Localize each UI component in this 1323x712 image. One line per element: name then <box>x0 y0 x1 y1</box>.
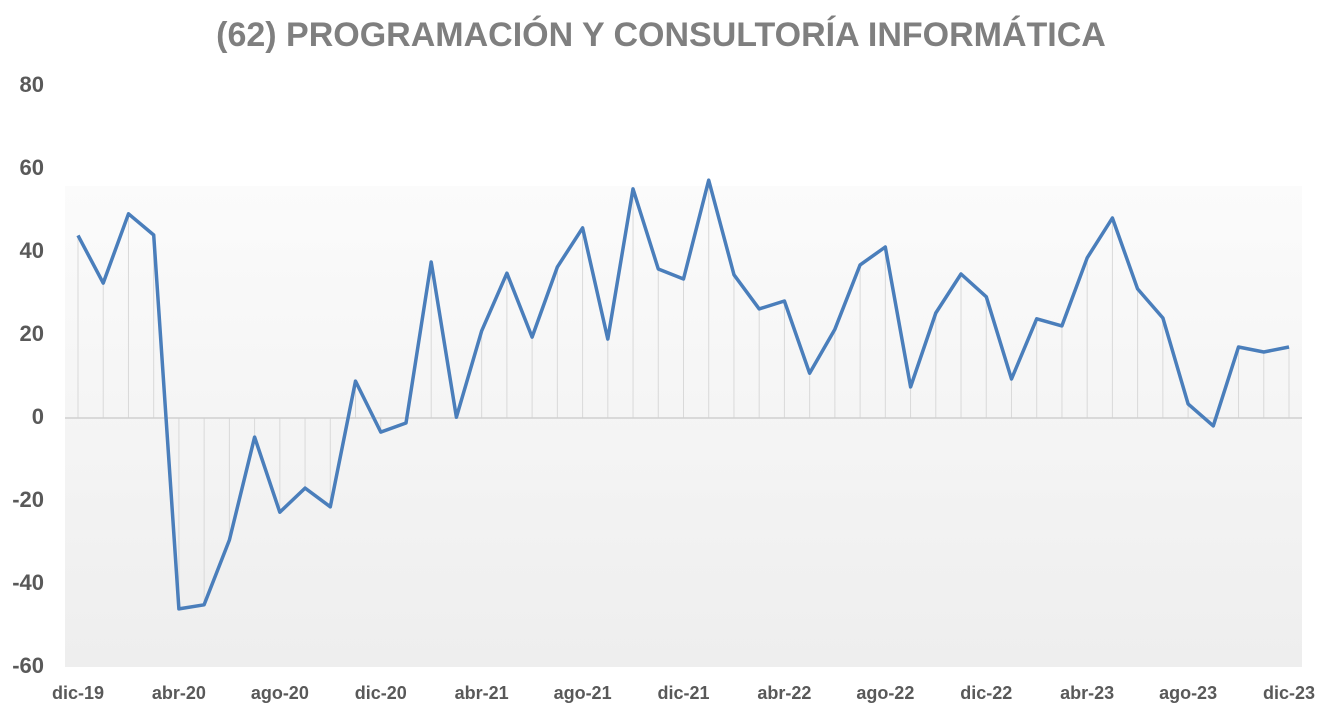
x-tick-label: dic-20 <box>355 683 407 703</box>
x-tick-label: ago-22 <box>856 683 914 703</box>
y-tick-label: -60 <box>12 653 44 678</box>
data-line <box>76 178 1290 611</box>
x-tick-label: abr-23 <box>1060 683 1114 703</box>
x-tick-label: dic-23 <box>1263 683 1315 703</box>
y-tick-label: 40 <box>20 238 44 263</box>
chart-title: (62) PROGRAMACIÓN Y CONSULTORÍA INFORMÁT… <box>216 16 1106 54</box>
x-tick-label: ago-21 <box>554 683 612 703</box>
y-tick-label: 20 <box>20 321 44 346</box>
y-tick-label: -40 <box>12 570 44 595</box>
y-tick-label: 60 <box>20 155 44 180</box>
x-tick-label: dic-21 <box>657 683 709 703</box>
x-tick-label: dic-22 <box>960 683 1012 703</box>
y-tick-label: 0 <box>32 404 44 429</box>
x-tick-label: abr-20 <box>152 683 206 703</box>
x-tick-label: abr-22 <box>757 683 811 703</box>
plot-background <box>65 186 1302 667</box>
x-tick-label: dic-19 <box>52 683 104 703</box>
x-tick-label: ago-23 <box>1159 683 1217 703</box>
x-tick-label: abr-21 <box>455 683 509 703</box>
y-tick-label: 80 <box>20 72 44 97</box>
x-tick-label: ago-20 <box>251 683 309 703</box>
y-tick-label: -20 <box>12 487 44 512</box>
